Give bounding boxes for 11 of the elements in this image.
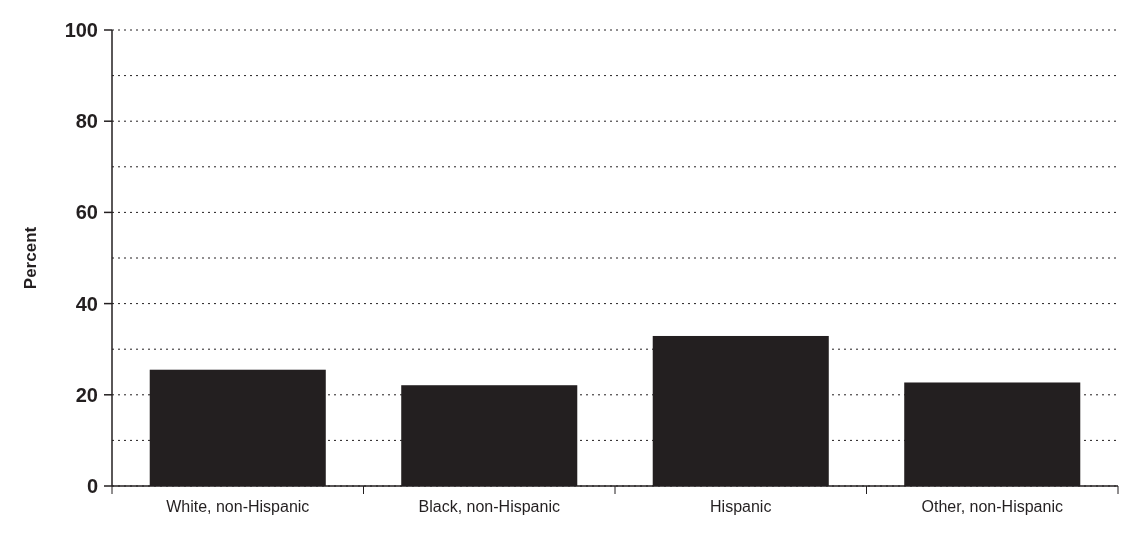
- x-tick-label: Other, non-Hispanic: [921, 498, 1063, 515]
- y-tick-label: 100: [64, 19, 98, 41]
- y-tick-label: 60: [75, 201, 98, 224]
- y-tick-label: 20: [75, 383, 98, 406]
- y-tick-label: 80: [75, 110, 98, 133]
- y-tick-label: 40: [75, 292, 98, 315]
- x-tick-label: Hispanic: [710, 498, 772, 515]
- y-axis-title: Percent: [21, 226, 40, 290]
- y-tick-label: 0: [86, 475, 98, 497]
- x-tick-label: Black, non-Hispanic: [418, 498, 560, 515]
- x-tick-label: White, non-Hispanic: [166, 498, 310, 515]
